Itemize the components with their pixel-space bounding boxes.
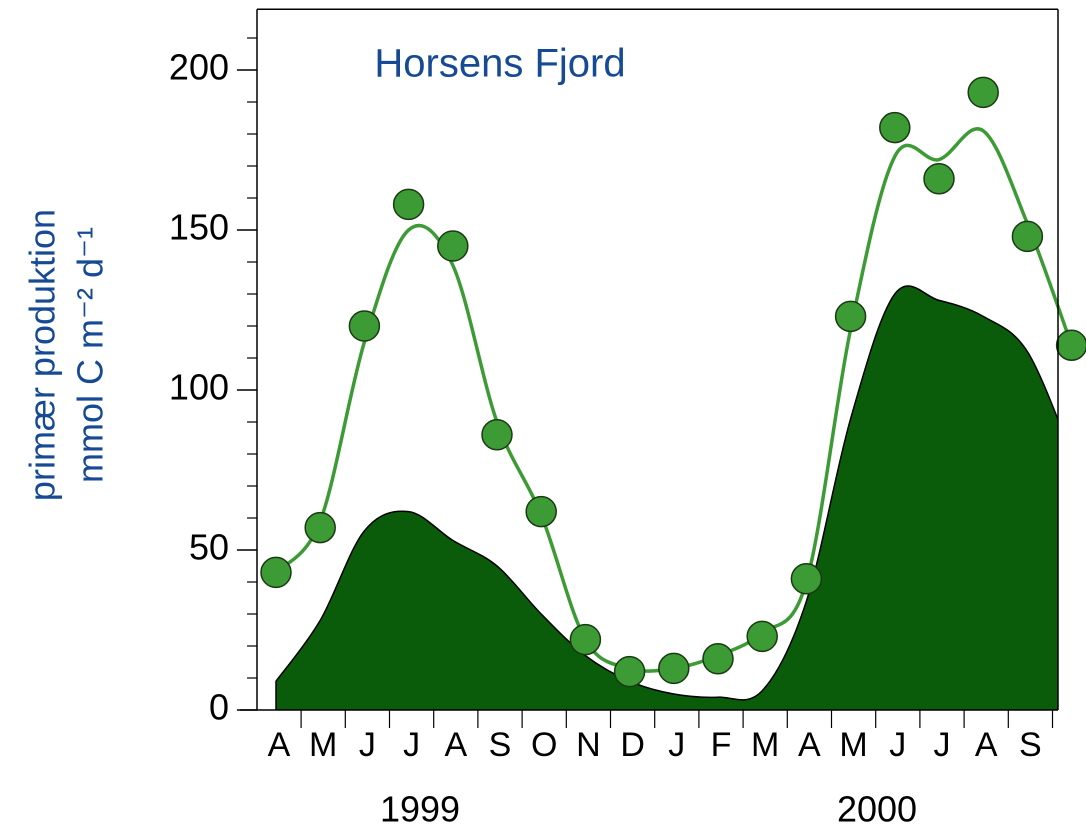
y-axis-label: primær produktion mmol C m⁻² d⁻¹ xyxy=(22,209,111,501)
x-tick-label: J xyxy=(359,726,376,764)
x-tick-label: S xyxy=(489,726,512,764)
y-label-line: primær produktion xyxy=(22,209,63,501)
point xyxy=(304,511,336,544)
x-tick-label: A xyxy=(798,726,821,764)
point xyxy=(1055,329,1086,361)
x-tick-label: F xyxy=(711,726,732,764)
year-label: 2000 xyxy=(837,789,917,830)
point xyxy=(702,643,734,675)
point xyxy=(790,563,823,595)
point xyxy=(658,652,690,685)
point xyxy=(1011,220,1044,253)
point xyxy=(923,163,955,195)
point xyxy=(613,655,646,688)
x-tick-label: O xyxy=(531,726,557,764)
y-tick-label: 0 xyxy=(209,687,229,728)
year-label: 1999 xyxy=(380,789,460,830)
point xyxy=(525,495,557,528)
area-layer xyxy=(275,285,1058,710)
y-label-line: mmol C m⁻² d⁻¹ xyxy=(70,227,111,483)
point xyxy=(437,230,469,262)
x-tick-label: N xyxy=(576,726,601,764)
y-tick-label: 200 xyxy=(169,47,229,88)
x-tick-label: M xyxy=(309,726,337,764)
x-tick-label: J xyxy=(403,726,420,764)
point xyxy=(348,310,381,342)
point xyxy=(569,623,602,656)
point xyxy=(834,300,867,333)
chart-title: Horsens Fjord xyxy=(374,42,625,86)
point xyxy=(967,76,999,109)
y-tick-label: 100 xyxy=(169,367,229,408)
x-tick-label: A xyxy=(268,726,291,764)
point xyxy=(746,620,778,653)
point xyxy=(260,556,292,589)
point xyxy=(879,111,911,144)
x-tick-label: A xyxy=(975,726,998,764)
x-tick-label: M xyxy=(839,726,867,764)
x-tick-label: J xyxy=(934,726,951,764)
x-tick-label: S xyxy=(1019,726,1042,764)
x-tick-label: J xyxy=(889,726,906,764)
y-tick-label: 50 xyxy=(189,527,229,568)
area xyxy=(275,285,1058,710)
y-tick-label: 150 xyxy=(169,207,229,248)
point xyxy=(481,419,513,451)
x-tick-label: A xyxy=(444,726,467,764)
x-tick-label: D xyxy=(620,726,645,764)
x-tick-label: J xyxy=(668,726,685,764)
point xyxy=(392,188,425,221)
x-tick-label: M xyxy=(751,726,779,764)
